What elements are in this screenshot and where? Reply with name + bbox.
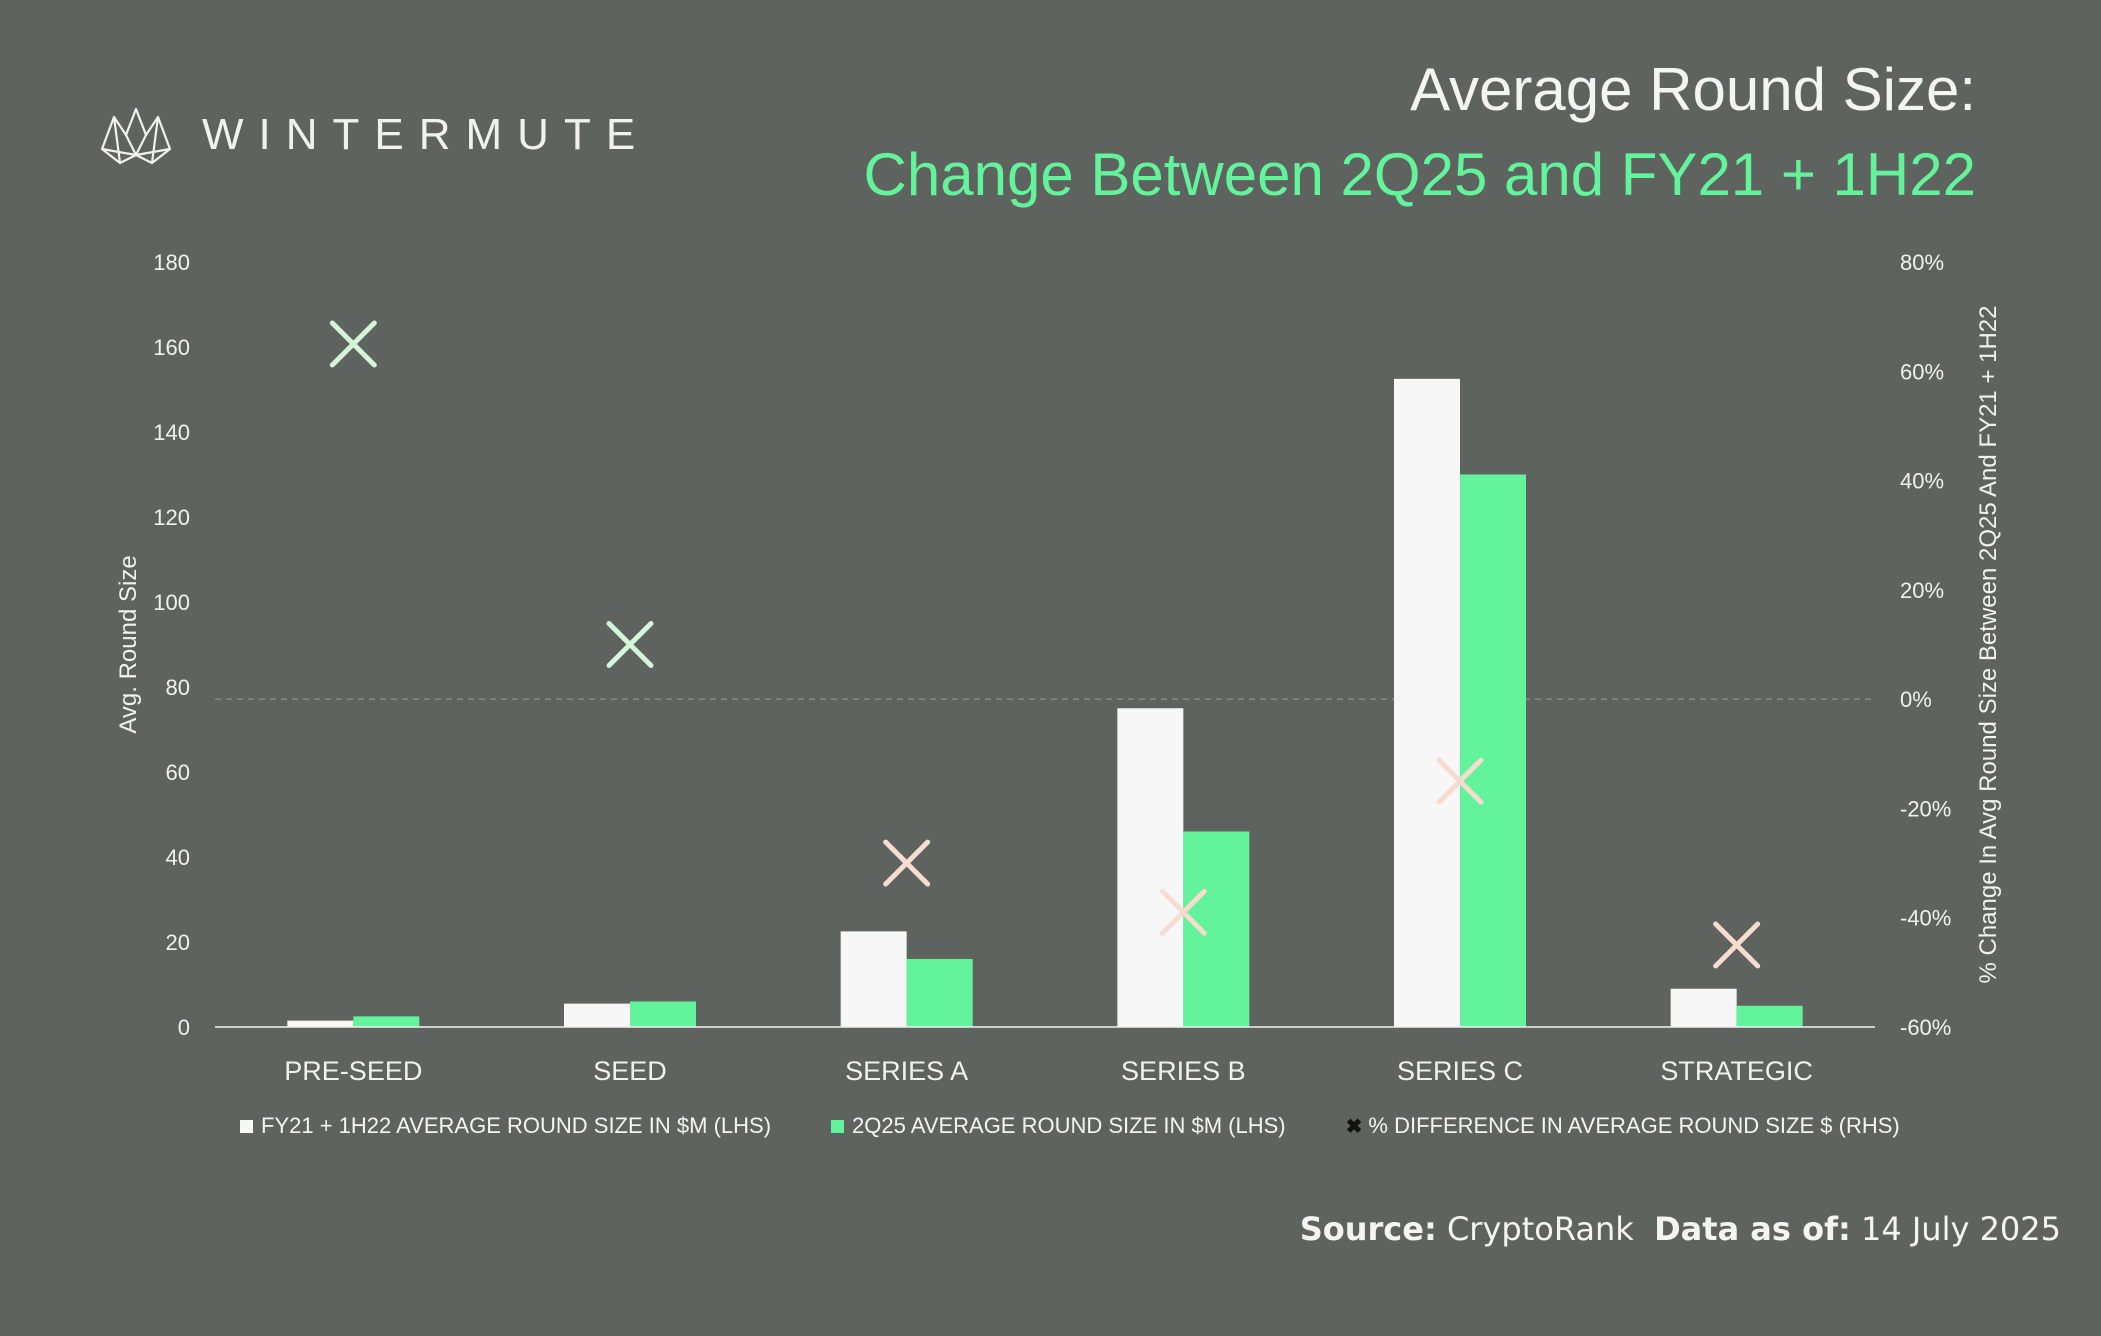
y-tick-left: 20 [166,930,190,955]
x-tick-label: STRATEGIC [1660,1056,1813,1086]
source-label: Source: [1299,1210,1437,1248]
bar-2q25 [353,1016,420,1027]
bar-fy21 [1670,988,1737,1027]
legend-item-2q25: 2Q25 AVERAGE ROUND SIZE IN $M (LHS) [831,1113,1286,1139]
y-tick-right: 60% [1900,359,1944,384]
y-tick-left: 0 [178,1015,190,1040]
y-tick-right: -20% [1900,796,1951,821]
y-tick-left: 160 [153,335,190,360]
y-tick-left: 120 [153,505,190,530]
bar-2q25 [906,959,973,1027]
wintermute-logo-icon [100,107,172,165]
x-tick-label: SERIES B [1121,1056,1246,1086]
bar-fy21 [1394,378,1460,1027]
legend-label-fy21: FY21 + 1H22 AVERAGE ROUND SIZE IN $M (LH… [261,1113,772,1138]
y-tick-left: 60 [166,760,190,785]
data-date-label: Data as of: [1654,1210,1851,1248]
pct-change-marker [606,621,654,668]
pct-change-marker [329,320,377,368]
y-tick-left: 100 [153,590,190,615]
y-tick-right: 20% [1900,578,1944,603]
legend-swatch-fy21 [240,1119,253,1133]
y-tick-left: 80 [166,675,190,700]
bar-fy21 [287,1020,354,1027]
pct-change-marker [1713,921,1761,969]
chart-area: 0 20 40 60 80 100 120 140 160 180 -60% -40% -20% 0% 20… [115,250,2002,1086]
bar-fy21 [840,931,907,1027]
y-tick-right: -40% [1900,906,1951,931]
legend-label-2q25: 2Q25 AVERAGE ROUND SIZE IN $M (LHS) [852,1113,1286,1138]
pct-change-marker [1436,757,1484,805]
chart-subtitle: Change Between 2Q25 and FY21 + 1H22 [863,141,1976,208]
bar-fy21 [564,1003,630,1027]
source-value: CryptoRank [1446,1210,1634,1248]
y-tick-left: 180 [153,250,190,275]
bar-2q25 [630,1001,696,1027]
source-line: Source: CryptoRank Data as of: 14 July 2… [1300,1210,2061,1248]
x-tick-label: SEED [593,1056,667,1086]
chart-title: Average Round Size: [1410,56,1976,123]
brand-name: WINTERMUTE [202,110,651,159]
y-tick-left: 140 [153,420,190,445]
legend-item-fy21: FY21 + 1H22 AVERAGE ROUND SIZE IN $M (LH… [240,1113,771,1139]
legend-swatch-2q25 [831,1119,845,1133]
y-axis-label-left: Avg. Round Size [115,555,142,733]
y-axis-label-right: % Change In Avg Round Size Between 2Q25 … [1975,305,2002,983]
x-tick-label: PRE-SEED [284,1056,422,1086]
chart-legend: FY21 + 1H22 AVERAGE ROUND SIZE IN $M (LH… [240,1113,1900,1139]
brand-logo: WINTERMUTE [100,100,650,170]
pct-change-marker [1159,888,1207,936]
x-tick-label: SERIES C [1397,1056,1523,1086]
bar-fy21 [1117,708,1184,1027]
legend-x-marker-icon: ✖ [1345,1115,1363,1138]
y-tick-right: 80% [1900,250,1944,275]
x-tick-label: SERIES A [845,1056,968,1086]
y-tick-left: 40 [166,845,190,870]
bar-2q25 [1183,831,1250,1027]
y-tick-right: 0% [1900,687,1932,712]
bar-2q25 [1460,474,1526,1027]
data-date-value: 14 July 2025 [1860,1210,2061,1248]
pct-change-marker [883,839,931,887]
bar-2q25 [1736,1005,1803,1027]
legend-item-pct: ✖ % DIFFERENCE IN AVERAGE ROUND SIZE $ (… [1346,1113,1900,1139]
y-tick-right: -60% [1900,1015,1951,1040]
y-tick-right: 40% [1900,469,1944,494]
legend-label-pct: % DIFFERENCE IN AVERAGE ROUND SIZE $ (RH… [1368,1113,1900,1138]
